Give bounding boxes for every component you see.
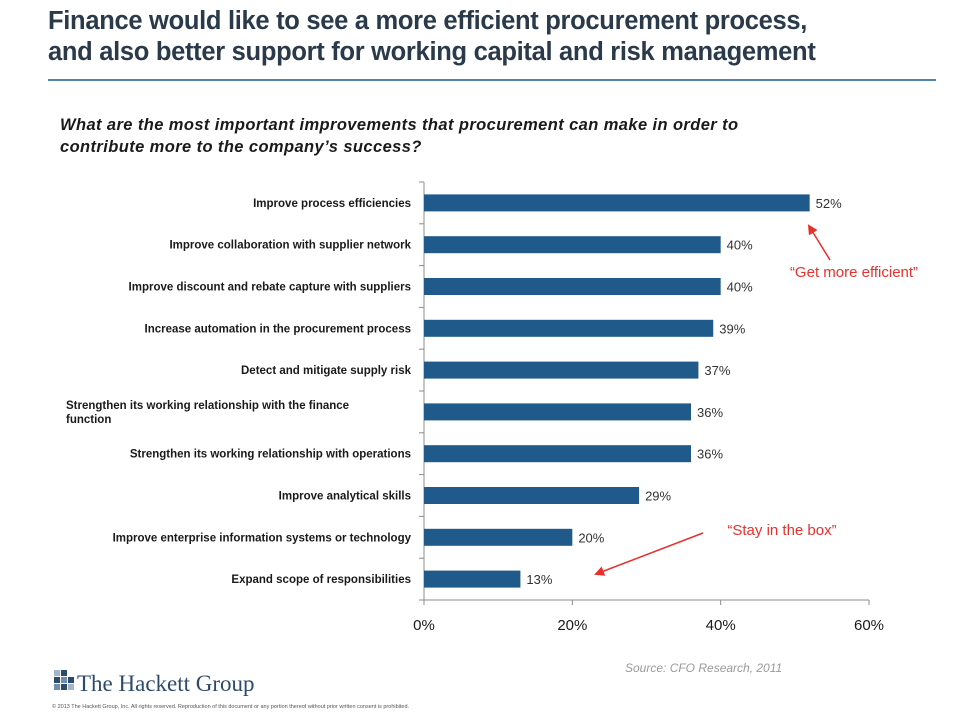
bar-value-label: 13% bbox=[526, 572, 552, 587]
x-tick-label: 0% bbox=[413, 617, 435, 634]
category-label: Expand scope of responsibilities bbox=[231, 574, 411, 586]
hackett-logo-icon bbox=[54, 670, 74, 690]
bar bbox=[424, 236, 721, 254]
annotation-arrow-efficient bbox=[807, 224, 831, 261]
page-title: Finance would like to see a more efficie… bbox=[48, 6, 948, 68]
question-line-1: What are the most important improvements… bbox=[60, 116, 739, 134]
bar bbox=[424, 361, 699, 379]
x-tick-label: 60% bbox=[854, 617, 884, 634]
bar bbox=[424, 403, 691, 421]
bar bbox=[424, 194, 810, 212]
category-label: Detect and mitigate supply risk bbox=[241, 365, 412, 377]
category-label: Improve analytical skills bbox=[279, 491, 411, 503]
category-label: Improve discount and rebate capture with… bbox=[129, 282, 411, 294]
category-label-line: Strengthen its working relationship with… bbox=[66, 400, 349, 412]
bar bbox=[424, 570, 521, 588]
bar-value-label: 40% bbox=[727, 238, 753, 253]
bar-value-label: 37% bbox=[704, 363, 730, 378]
category-label: Improve collaboration with supplier netw… bbox=[169, 240, 411, 252]
category-label: Strengthen its working relationship with… bbox=[66, 400, 349, 426]
bar bbox=[424, 278, 721, 295]
copyright-note: © 2013 The Hackett Group, Inc. All right… bbox=[52, 704, 410, 710]
bar-value-label: 20% bbox=[578, 530, 604, 545]
title-line-1: Finance would like to see a more efficie… bbox=[48, 7, 808, 35]
bar bbox=[424, 445, 691, 463]
bar-value-label: 36% bbox=[697, 405, 723, 420]
survey-question: What are the most important improvements… bbox=[60, 114, 920, 158]
bar bbox=[424, 319, 714, 337]
category-label-line: function bbox=[66, 414, 111, 426]
category-label: Improve enterprise information systems o… bbox=[113, 532, 412, 544]
company-logo-text: The Hackett Group bbox=[77, 671, 255, 696]
category-label: Increase automation in the procurement p… bbox=[145, 323, 412, 335]
x-tick-label: 20% bbox=[557, 617, 587, 634]
annotation-arrow-stay bbox=[594, 532, 704, 576]
bar-value-label: 36% bbox=[697, 447, 723, 462]
bar bbox=[424, 487, 640, 504]
bars-layer: 0% 20% 40% 60% 52% Improve process efficienci… bbox=[66, 181, 918, 634]
annotation-get-more-efficient: “Get more efficient” bbox=[790, 264, 918, 281]
bar-value-label: 52% bbox=[816, 196, 842, 211]
bar-value-label: 40% bbox=[727, 280, 753, 295]
annotation-stay-in-the-box: “Stay in the box” bbox=[727, 522, 836, 539]
category-label: Strengthen its working relationship with… bbox=[130, 449, 411, 461]
source-note: Source: CFO Research, 2011 bbox=[625, 661, 783, 675]
bar-value-label: 39% bbox=[719, 321, 745, 336]
bar bbox=[424, 528, 573, 546]
question-line-2: contribute more to the company’s success… bbox=[60, 138, 422, 156]
x-tick-label: 40% bbox=[706, 617, 736, 634]
bar-value-label: 29% bbox=[645, 489, 671, 504]
title-line-2: and also better support for working capi… bbox=[48, 38, 816, 66]
title-divider bbox=[48, 79, 936, 81]
category-label: Improve process efficiencies bbox=[253, 198, 411, 210]
